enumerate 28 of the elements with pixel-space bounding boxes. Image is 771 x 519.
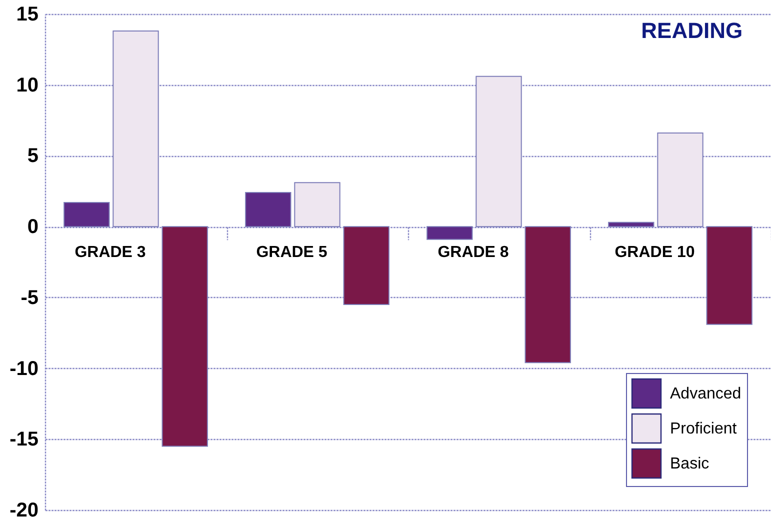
y-tick-label: -15: [10, 428, 38, 451]
y-tick-label: -20: [10, 500, 38, 519]
legend-label: Proficient: [670, 420, 738, 438]
x-tick-label: GRADE 5: [256, 244, 328, 262]
y-tick-label: 5: [27, 145, 38, 168]
bar: [426, 226, 473, 240]
bar: [657, 132, 704, 228]
y-tick-label: 10: [16, 74, 38, 96]
bar: [608, 222, 654, 228]
bar: [476, 76, 522, 228]
bar: [162, 226, 208, 447]
y-tick-label: -10: [10, 358, 38, 380]
bar: [524, 226, 571, 364]
bar: [706, 226, 752, 325]
bar: [343, 226, 390, 306]
y-tick-label: -5: [20, 286, 38, 309]
bar: [294, 182, 340, 228]
bar: [64, 202, 110, 228]
legend-label: Basic: [670, 456, 710, 472]
x-tick-label: GRADE 3: [74, 244, 146, 262]
x-tick-label: GRADE 10: [614, 244, 695, 262]
bar: [112, 30, 159, 228]
y-tick-label: 0: [27, 216, 38, 238]
legend-label: Advanced: [670, 386, 742, 402]
x-tick-label: GRADE 8: [438, 244, 509, 262]
y-tick-label: 15: [16, 4, 38, 26]
bar: [245, 192, 292, 228]
chart-title: READING: [641, 18, 743, 43]
